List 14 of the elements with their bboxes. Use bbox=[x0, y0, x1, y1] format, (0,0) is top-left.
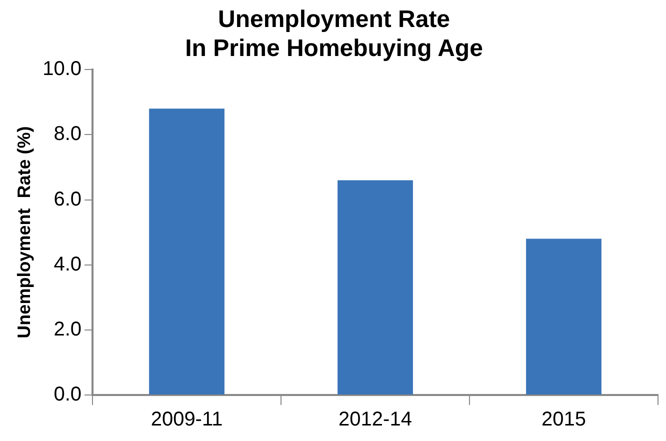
y-tick-label: 10.0 bbox=[42, 58, 82, 80]
x-tick-label: 2009-11 bbox=[150, 408, 223, 431]
bar bbox=[338, 180, 413, 394]
y-tick-label: 2.0 bbox=[54, 318, 82, 340]
x-tick-label: 2012-14 bbox=[338, 408, 412, 431]
bar bbox=[526, 238, 602, 394]
y-tick-label: 8.0 bbox=[54, 123, 82, 146]
chart-title: Unemployment Rate In Prime Homebuying Age bbox=[185, 6, 483, 62]
y-tick-label: 0.0 bbox=[54, 384, 82, 406]
y-axis-title: Unemployment Rate (%) bbox=[14, 126, 34, 338]
y-tick-label: 4.0 bbox=[54, 253, 82, 276]
x-tick-label: 2015 bbox=[542, 408, 586, 431]
y-tick-label: 6.0 bbox=[54, 188, 82, 210]
bar bbox=[149, 108, 224, 394]
